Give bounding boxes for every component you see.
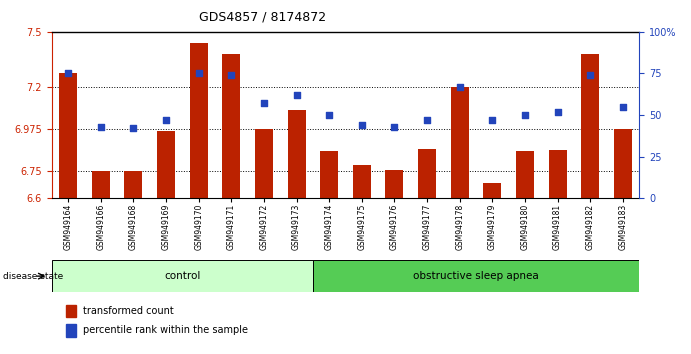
Bar — [581, 54, 599, 198]
Bar — [484, 183, 501, 198]
Bar — [190, 43, 207, 198]
Point — [291, 92, 302, 98]
Point — [95, 124, 106, 130]
Point — [454, 84, 465, 90]
Bar — [549, 150, 567, 198]
Point — [258, 101, 269, 106]
Point — [389, 124, 400, 130]
Bar — [59, 73, 77, 198]
Point — [486, 117, 498, 123]
Bar — [52, 260, 313, 292]
Bar — [157, 131, 175, 198]
Bar — [614, 129, 632, 198]
Text: transformed count: transformed count — [83, 306, 174, 316]
Bar — [516, 151, 534, 198]
Bar — [313, 260, 639, 292]
Text: disease state: disease state — [3, 272, 64, 281]
Text: control: control — [164, 271, 200, 281]
Bar — [255, 129, 273, 198]
Text: GDS4857 / 8174872: GDS4857 / 8174872 — [199, 11, 326, 24]
Point — [357, 122, 368, 128]
Bar — [92, 171, 110, 198]
Bar — [124, 171, 142, 198]
Point — [323, 112, 334, 118]
Point — [552, 109, 563, 115]
Bar — [451, 87, 468, 198]
Point — [585, 72, 596, 78]
Bar — [287, 109, 305, 198]
Point — [128, 126, 139, 131]
Bar — [320, 151, 338, 198]
Text: obstructive sleep apnea: obstructive sleep apnea — [413, 271, 539, 281]
Point — [63, 70, 74, 76]
Bar — [66, 305, 76, 317]
Bar — [386, 170, 404, 198]
Bar — [223, 54, 240, 198]
Point — [226, 72, 237, 78]
Bar — [353, 165, 371, 198]
Bar — [66, 324, 76, 337]
Point — [617, 104, 628, 110]
Point — [422, 117, 433, 123]
Point — [520, 112, 531, 118]
Text: percentile rank within the sample: percentile rank within the sample — [83, 325, 248, 336]
Point — [160, 117, 171, 123]
Bar — [418, 149, 436, 198]
Point — [193, 70, 204, 76]
